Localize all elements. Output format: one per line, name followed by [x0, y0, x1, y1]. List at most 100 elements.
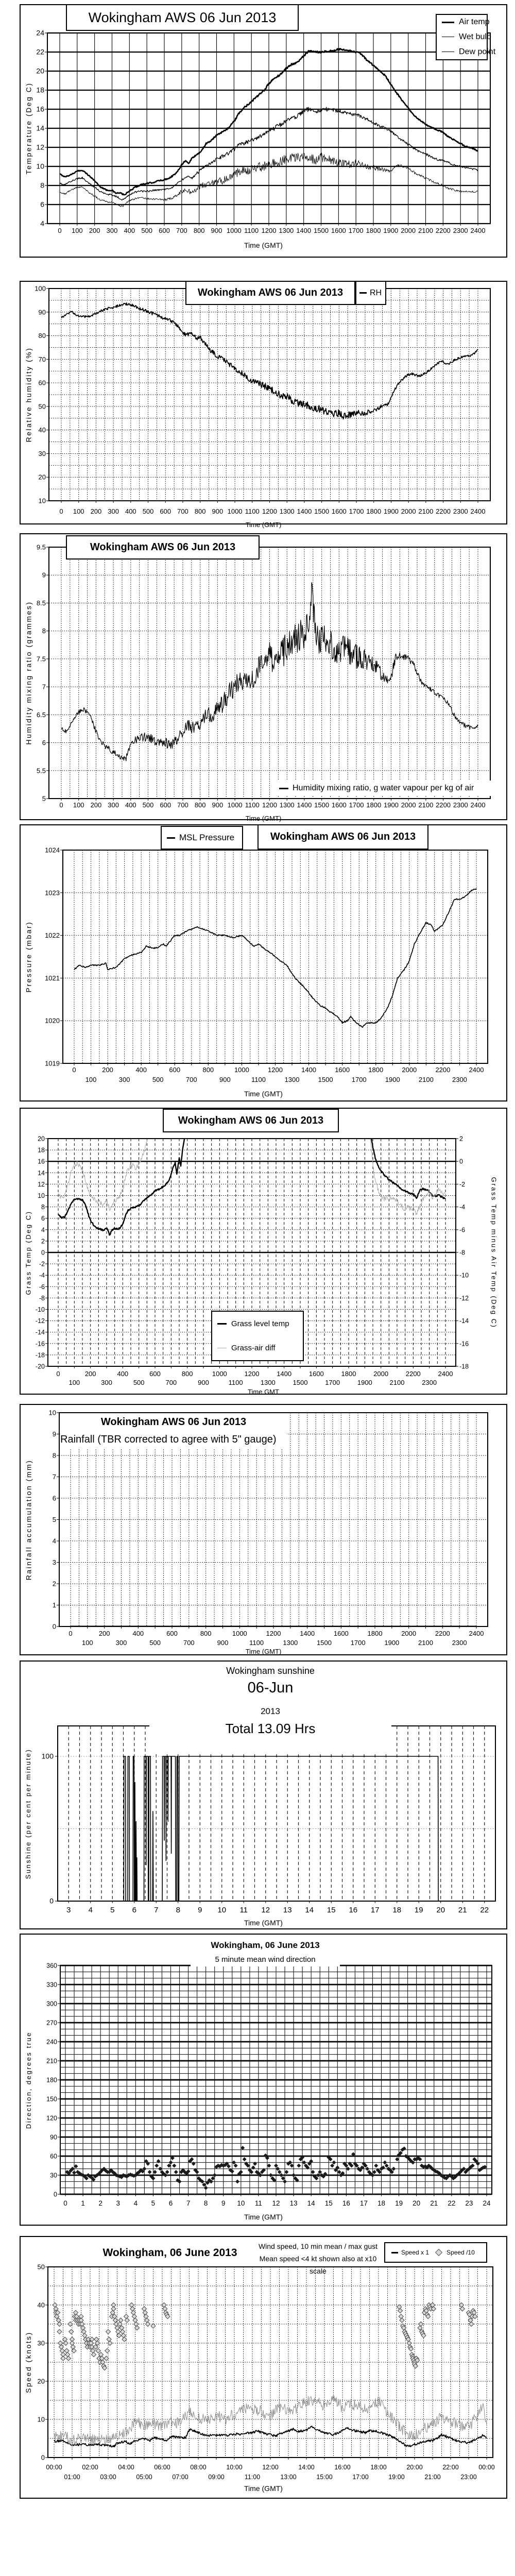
svg-text:00:00: 00:00 [46, 2464, 62, 2471]
svg-text:15: 15 [325, 2199, 333, 2207]
svg-text:2000: 2000 [401, 227, 416, 234]
chart-title-block: Wokingham sunshine 06-Jun 2013 Total 13.… [149, 1664, 391, 1754]
svg-text:1500: 1500 [314, 507, 329, 515]
svg-text:6.5: 6.5 [37, 711, 46, 719]
svg-text:1: 1 [81, 2199, 85, 2207]
grass-temp-legend: Grass level temp Grass-air diff [211, 1311, 304, 1361]
svg-text:700: 700 [186, 1076, 197, 1083]
svg-text:600: 600 [159, 227, 170, 234]
svg-text:23:00: 23:00 [460, 2473, 476, 2481]
svg-text:16: 16 [36, 105, 44, 113]
svg-text:-4: -4 [459, 1204, 465, 1211]
x-axis-label: Time GMT [248, 1388, 279, 1396]
svg-text:0: 0 [59, 801, 63, 809]
svg-text:1100: 1100 [244, 227, 259, 234]
svg-text:1500: 1500 [293, 1379, 308, 1386]
svg-text:2100: 2100 [418, 801, 433, 809]
svg-text:2300: 2300 [453, 227, 468, 234]
svg-text:70: 70 [39, 355, 46, 363]
svg-text:6: 6 [42, 739, 46, 747]
svg-text:50: 50 [38, 2263, 45, 2271]
svg-text:18: 18 [38, 1147, 45, 1154]
svg-text:13: 13 [290, 2199, 298, 2207]
legend-label: Speed /10 [447, 2249, 475, 2256]
air-temp-line-sample [442, 21, 454, 23]
x-axis-label: Time (GMT) [244, 2484, 283, 2493]
svg-text:17: 17 [371, 1906, 380, 1914]
svg-text:2100: 2100 [418, 1639, 433, 1647]
svg-text:60: 60 [50, 2153, 57, 2160]
svg-text:14: 14 [36, 124, 44, 132]
svg-text:1800: 1800 [366, 507, 381, 515]
svg-text:5: 5 [110, 1906, 114, 1914]
svg-text:300: 300 [116, 1639, 127, 1647]
svg-text:2100: 2100 [419, 1076, 434, 1083]
mixing-ratio-chart-panel: 9.5 9 8.5 8 7.5 7 6.5 6 5.5 5 0 100 200 300 400 500 600 7… [20, 533, 507, 822]
chart-title-block: Wokingham, 06 June 2013 5 minute mean wi… [191, 1938, 340, 1967]
svg-text:600: 600 [169, 1066, 180, 1074]
svg-text:9: 9 [53, 1430, 56, 1438]
svg-text:800: 800 [202, 1066, 214, 1074]
svg-text:300: 300 [101, 1379, 112, 1386]
svg-text:6: 6 [132, 1906, 136, 1914]
svg-text:1800: 1800 [368, 1630, 383, 1637]
svg-text:-10: -10 [459, 1272, 469, 1279]
chart-title: Wokingham AWS 06 Jun 2013 [66, 4, 299, 31]
legend-item: Grass level temp [212, 1319, 303, 1328]
svg-text:1400: 1400 [297, 801, 312, 809]
svg-text:700: 700 [165, 1379, 177, 1386]
svg-text:10: 10 [49, 1409, 56, 1417]
svg-text:100: 100 [72, 227, 83, 234]
svg-text:100: 100 [85, 1076, 97, 1083]
svg-text:12:00: 12:00 [262, 2464, 278, 2471]
svg-text:1200: 1200 [245, 1370, 260, 1378]
svg-text:0: 0 [56, 1370, 60, 1378]
svg-text:2000: 2000 [402, 1066, 417, 1074]
svg-text:-20: -20 [36, 1363, 45, 1370]
svg-text:1500: 1500 [314, 227, 329, 234]
svg-text:16: 16 [38, 1158, 45, 1165]
rh-line-sample [359, 292, 367, 294]
svg-text:-16: -16 [459, 1340, 469, 1347]
svg-text:200: 200 [99, 1630, 110, 1637]
legend-item: Dew point [437, 47, 495, 57]
svg-text:15:00: 15:00 [316, 2473, 332, 2481]
svg-text:1400: 1400 [300, 1630, 315, 1637]
svg-text:0: 0 [53, 1623, 56, 1631]
svg-text:900: 900 [219, 1076, 231, 1083]
svg-text:22: 22 [448, 2199, 455, 2207]
svg-text:17:00: 17:00 [352, 2473, 368, 2481]
svg-text:300: 300 [119, 1076, 130, 1083]
svg-text:1400: 1400 [296, 227, 311, 234]
svg-text:9: 9 [198, 1906, 202, 1914]
svg-text:300: 300 [108, 801, 119, 809]
svg-text:20: 20 [38, 1136, 45, 1143]
svg-text:100: 100 [82, 1639, 93, 1647]
svg-text:2300: 2300 [453, 801, 468, 809]
svg-text:2200: 2200 [435, 1630, 450, 1637]
svg-text:06:00: 06:00 [154, 2464, 170, 2471]
chart-title: Wokingham AWS 06 Jun 2013 [66, 535, 260, 560]
svg-text:800: 800 [200, 1630, 212, 1637]
svg-text:2: 2 [41, 1238, 45, 1245]
svg-text:100: 100 [73, 507, 84, 515]
chart-title: Wokingham sunshine [226, 1665, 315, 1676]
svg-text:40: 40 [39, 426, 46, 434]
rainfall-chart-panel: 10 9 8 7 6 5 4 3 2 1 0 0 200 400 600 800 1000 1200 1400 160… [20, 1404, 507, 1655]
svg-text:22: 22 [480, 1906, 489, 1914]
svg-text:15: 15 [327, 1906, 336, 1914]
svg-text:8: 8 [42, 627, 46, 635]
svg-text:80: 80 [39, 332, 46, 340]
svg-text:11: 11 [255, 2199, 262, 2207]
speed-div10-marker-sample [435, 2248, 443, 2257]
svg-text:900: 900 [211, 227, 222, 234]
svg-text:19:00: 19:00 [388, 2473, 404, 2481]
svg-text:5: 5 [53, 1516, 56, 1523]
chart-subtitle-line2: Mean speed <4 kt shown also at x10 scale [259, 2255, 377, 2275]
svg-text:01:00: 01:00 [64, 2473, 80, 2481]
svg-text:9.5: 9.5 [37, 544, 46, 551]
svg-text:1700: 1700 [349, 227, 364, 234]
legend-label: Air temp [459, 18, 490, 27]
